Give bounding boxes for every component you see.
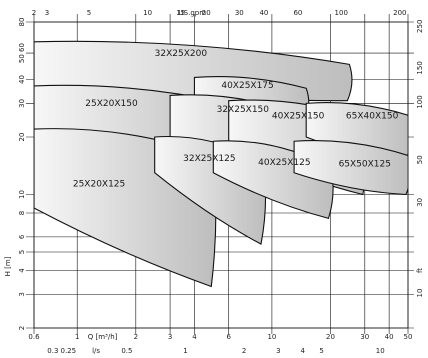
y-tick-label: 40: [18, 75, 26, 84]
x2-tick-label: 10: [376, 347, 385, 355]
y-tick-label: 10: [18, 190, 26, 199]
pump-region-label: 40X25X175: [221, 81, 273, 91]
x-top-tick-label: 3: [45, 9, 49, 17]
x2-tick-label: 0.5: [121, 347, 132, 355]
y-tick-label: 3: [18, 292, 26, 296]
pump-region-label: 25X20X125: [73, 180, 125, 190]
pump-region-label: 65X40X150: [346, 111, 399, 121]
x2-tick-label: 2: [242, 347, 246, 355]
y-tick-label: 80: [18, 18, 26, 27]
x-tick-label: 20: [326, 333, 335, 341]
pump-region-label: 32X25X200: [155, 49, 208, 59]
x-top-tick-label: 15: [176, 9, 185, 17]
x2-tick-label: 3: [276, 347, 280, 355]
x-tick-label: 0.6: [28, 333, 40, 341]
x-axis-title: Q [m³/h]: [88, 333, 118, 341]
y-right-tick-label: 100: [416, 95, 424, 108]
x-tick-label: 2: [134, 333, 138, 341]
x-tick-label: 10: [267, 333, 276, 341]
x-tick-label: 4: [192, 333, 197, 341]
x2-tick-label: 5: [319, 347, 323, 355]
y-tick-label: 30: [18, 99, 26, 108]
x-top-axis-title: US.gpm: [179, 9, 207, 17]
pump-region-label: 65X50X125: [339, 160, 391, 170]
pump-region-label: 32X25X125: [183, 154, 235, 164]
y-tick-label: 6: [18, 234, 26, 239]
y-right-tick-label: 150: [416, 61, 424, 74]
y-right-tick-label: 50: [416, 155, 424, 164]
y-tick-label: 4: [18, 268, 26, 273]
x-tick-label: 30: [360, 333, 369, 341]
x-tick-label: 40: [385, 333, 394, 341]
x-tick-label: 6: [226, 333, 231, 341]
y-tick-label: 2: [18, 326, 26, 330]
x-top-tick-label: 5: [87, 9, 91, 17]
y-tick-label: 50 60: [18, 43, 26, 63]
x-top-tick-label: 20: [202, 9, 211, 17]
pump-region-65x50x125: [293, 139, 408, 196]
x-top-tick-label: 200: [393, 9, 406, 17]
x-tick-label: 3: [168, 333, 172, 341]
x-top-tick-label: 10: [143, 9, 152, 17]
x-top-tick-label: 2: [32, 9, 36, 17]
y-right-axis-title: ft: [416, 268, 424, 273]
x-top-tick-label: 30: [235, 9, 244, 17]
pump-region-label: 25X20X150: [85, 99, 138, 109]
x2-tick-label: 0.25: [60, 347, 76, 355]
x-tick-label: 1: [75, 333, 79, 341]
region-layer: [34, 40, 408, 288]
y-right-tick-label: 250: [416, 20, 424, 33]
y-right-tick-label: 10: [416, 289, 424, 298]
y-tick-label: 20: [18, 133, 26, 142]
y-axis-title: H [m]: [4, 256, 12, 276]
label-layer: 32X25X20040X25X17525X20X15032X25X15040X2…: [73, 49, 399, 189]
pump-region-label: 40X25X125: [258, 158, 310, 168]
x2-tick-label: 4: [301, 347, 306, 355]
x-tick-label: 50: [404, 333, 413, 341]
plot-frame: [33, 21, 409, 329]
x2-tick-label: 1: [183, 347, 187, 355]
x-top-tick-label: 60: [293, 9, 302, 17]
x-top-tick-label: 40: [259, 9, 268, 17]
y-tick-label: 5: [18, 250, 26, 254]
y-right-tick-label: 30: [416, 198, 424, 207]
x-top-tick-label: 100: [335, 9, 348, 17]
x2-tick-label: 0.3: [47, 347, 58, 355]
pump-region-label: 32X25X150: [217, 105, 270, 115]
x2-axis-title: l/s: [92, 347, 100, 355]
y-tick-label: 8: [18, 211, 26, 215]
pump-region-label: 40X25X150: [272, 111, 325, 121]
